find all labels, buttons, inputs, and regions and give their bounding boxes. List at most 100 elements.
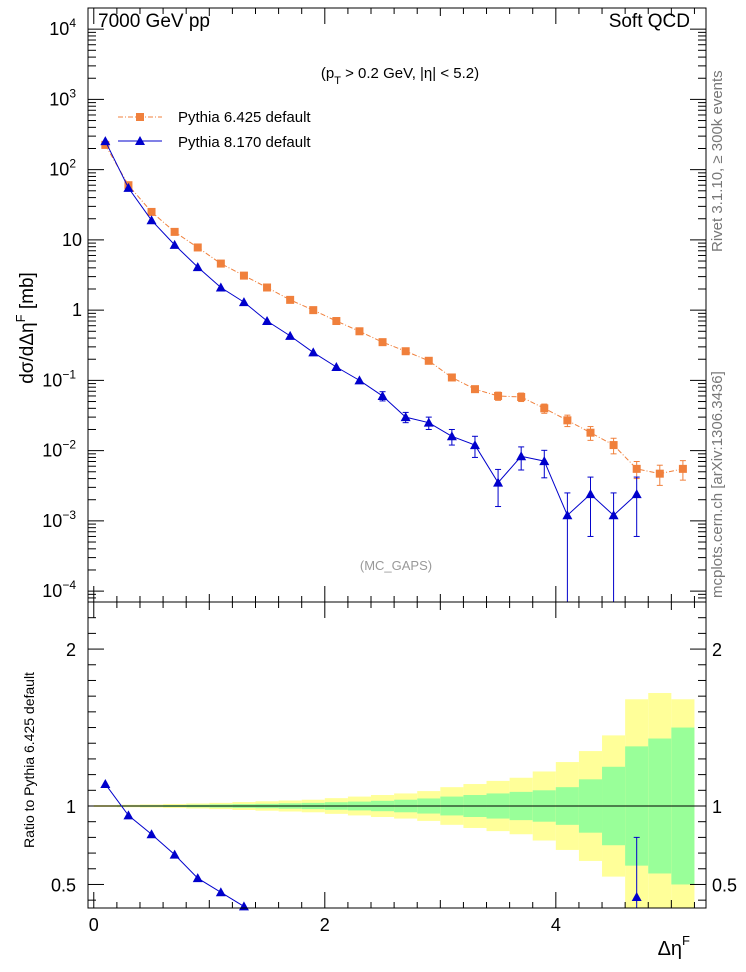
data-point-pythia8 xyxy=(215,282,226,292)
data-point-pythia6 xyxy=(563,416,572,425)
main-y-tick-label: 10−1 xyxy=(42,367,76,390)
data-point-pythia6 xyxy=(355,327,364,336)
main-y-tick-label: 104 xyxy=(49,16,76,39)
ratio-y-tick-label: 0.5 xyxy=(51,875,76,895)
x-tick-label: 0 xyxy=(89,915,99,935)
data-point-pythia6 xyxy=(216,259,225,268)
ratio-y-tick-label-right: 0.5 xyxy=(712,875,737,895)
main-axes: 10−4 10−3 10−2 10−1 1 10 102 103 104 xyxy=(42,7,707,603)
main-y-tick-label: 10−4 xyxy=(42,578,76,601)
data-point-pythia6 xyxy=(424,356,433,365)
data-point-pythia6 xyxy=(632,464,641,473)
data-point-pythia8 xyxy=(631,489,642,499)
side-text-top: Rivet 3.1.10, ≥ 300k events xyxy=(709,70,726,252)
analysis-watermark: (MC_GAPS) xyxy=(360,558,432,573)
legend: Pythia 6.425 default Pythia 8.170 defaul… xyxy=(118,109,311,151)
data-point-pythia6 xyxy=(678,464,687,473)
side-text-bottom: mcplots.cern.ch [arXiv:1306.3436] xyxy=(709,371,726,598)
ratio-point-pythia8 xyxy=(169,849,180,859)
legend-label-pythia6: Pythia 6.425 default xyxy=(178,109,311,126)
ratio-y-axis-label: Ratio to Pythia 6.425 default xyxy=(21,672,37,848)
header-right: Soft QCD xyxy=(609,11,690,32)
data-point-pythia6 xyxy=(332,317,341,326)
data-point-pythia6 xyxy=(239,271,248,280)
ratio-y-tick-label-right: 1 xyxy=(712,797,722,817)
data-point-pythia8 xyxy=(377,390,388,400)
ratio-point-pythia8 xyxy=(238,901,249,911)
ratio-point-pythia8 xyxy=(215,887,226,897)
data-point-pythia8 xyxy=(331,362,342,372)
data-point-pythia8 xyxy=(539,456,550,466)
data-point-pythia6 xyxy=(378,338,387,347)
legend-marker-pythia6 xyxy=(136,113,144,121)
data-point-pythia8 xyxy=(608,510,619,520)
data-point-pythia6 xyxy=(147,207,156,216)
ratio-point-pythia8 xyxy=(631,892,642,902)
legend-label-pythia8: Pythia 8.170 default xyxy=(178,134,311,151)
data-point-pythia8 xyxy=(400,412,411,422)
data-point-pythia8 xyxy=(308,347,319,357)
data-point-pythia8 xyxy=(238,297,249,307)
ratio-frame xyxy=(87,601,707,909)
x-tick-label: 2 xyxy=(320,915,330,935)
data-point-pythia8 xyxy=(123,182,134,192)
main-series-layer xyxy=(100,136,687,602)
ratio-band-layer xyxy=(93,693,695,908)
data-point-pythia6 xyxy=(286,295,295,304)
ratio-point-pythia8 xyxy=(146,829,157,839)
data-point-pythia8 xyxy=(562,510,573,520)
data-point-pythia6 xyxy=(447,373,456,382)
main-y-tick-label: 102 xyxy=(49,157,76,180)
ratio-y-tick-label: 1 xyxy=(66,797,76,817)
data-point-pythia6 xyxy=(655,469,664,478)
data-point-pythia6 xyxy=(170,227,179,236)
main-y-tick-label: 10−3 xyxy=(42,508,76,531)
main-y-tick-label: 1 xyxy=(72,300,82,320)
x-tick-label: 4 xyxy=(551,915,561,935)
legend-marker-pythia8 xyxy=(135,136,145,145)
legend-entry-pythia6: Pythia 6.425 default xyxy=(118,109,311,126)
ratio-point-pythia8 xyxy=(192,873,203,883)
data-point-pythia8 xyxy=(262,316,273,326)
data-point-pythia6 xyxy=(609,441,618,450)
data-point-pythia6 xyxy=(540,404,549,413)
ratio-y-tick-label: 2 xyxy=(66,640,76,660)
data-point-pythia6 xyxy=(470,385,479,394)
ratio-series-layer xyxy=(88,779,706,911)
data-point-pythia8 xyxy=(423,417,434,427)
legend-entry-pythia8: Pythia 8.170 default xyxy=(118,134,311,151)
data-point-pythia6 xyxy=(517,392,526,401)
series-line-pythia8 xyxy=(104,140,638,517)
data-point-pythia6 xyxy=(401,347,410,356)
series-line-pythia6 xyxy=(104,144,683,475)
ratio-line-pythia8 xyxy=(104,783,247,909)
data-point-pythia8 xyxy=(100,136,111,146)
main-y-tick-label: 10−2 xyxy=(42,438,76,461)
data-point-pythia8 xyxy=(192,262,203,272)
x-axis-label: ΔηF xyxy=(658,933,690,960)
ratio-point-pythia8 xyxy=(100,779,111,789)
main-y-tick-label: 103 xyxy=(49,86,76,109)
data-point-pythia8 xyxy=(585,489,596,499)
ratio-y-tick-label-right: 2 xyxy=(712,640,722,660)
data-point-pythia6 xyxy=(193,243,202,252)
data-point-pythia8 xyxy=(285,330,296,340)
header-left: 7000 GeV pp xyxy=(98,11,210,32)
data-point-pythia8 xyxy=(469,440,480,450)
data-point-pythia6 xyxy=(494,391,503,400)
data-point-pythia6 xyxy=(263,283,272,292)
data-point-pythia8 xyxy=(493,477,504,487)
data-point-pythia8 xyxy=(146,215,157,225)
data-point-pythia8 xyxy=(169,239,180,249)
data-point-pythia8 xyxy=(516,451,527,461)
ratio-axes: 0.5 0.5 1 1 2 2 0 2 4 xyxy=(51,601,737,935)
data-point-pythia6 xyxy=(309,306,318,315)
data-point-pythia8 xyxy=(446,431,457,441)
main-y-axis-label: dσ/dΔηF [mb] xyxy=(13,272,38,384)
data-point-pythia6 xyxy=(586,428,595,437)
ratio-point-pythia8 xyxy=(123,810,134,820)
main-y-tick-label: 10 xyxy=(62,230,82,250)
cut-annotation: (pT > 0.2 GeV, |η| < 5.2) xyxy=(321,65,479,87)
data-point-pythia8 xyxy=(354,375,365,385)
